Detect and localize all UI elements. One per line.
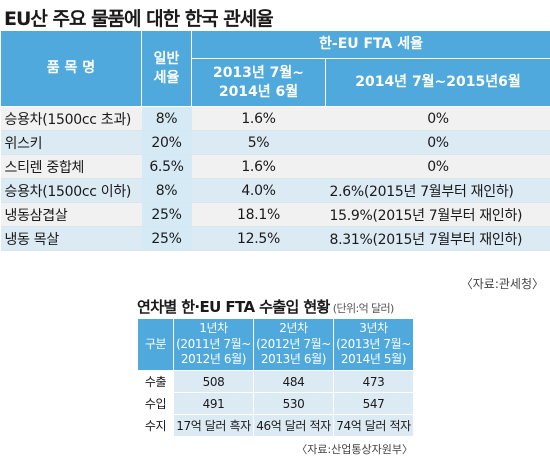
item-name: 위스키 [0,130,142,155]
general-rate: 6.5% [141,154,192,179]
fta-rate-period-1: 1.6% [191,154,326,179]
table1-source: 〈자료:관세청〉 [460,277,544,291]
fta-rate-period-1: 5% [191,130,326,155]
year-1-value: 508 [173,370,254,393]
table1-title: EU산 주요 물품에 대한 한국 관세율 [4,8,274,30]
table2-source: 〈자료:산업통상자원부〉 [296,443,413,456]
fta-rate-period-1: 4.0% [191,178,326,203]
table-row: 승용차(1500cc 초과) 8% 1.6% 0% [0,106,550,131]
table-row: 스티렌 중합체 6.5% 1.6% 0% [0,154,550,179]
general-rate: 25% [141,226,192,251]
item-name: 승용차(1500cc 이하) [0,178,142,203]
year-1-value: 17억 달러 흑자 [173,414,254,437]
table-row: 수지 17억 달러 흑자 46억 달러 적자 74억 달러 적자 [137,414,414,437]
table2-title: 연차별 한·EU FTA 수출입 현황 (단위:억 달러) [137,296,394,317]
table-row: 위스키 20% 5% 0% [0,130,550,155]
fta-rate-period-2: 0% [325,154,550,179]
year-2-value: 46억 달러 적자 [253,414,334,437]
table-row: 승용차(1500cc 이하) 8% 4.0% 2.6%(2015년 7월부터 재… [0,178,550,203]
header-year-2: 2년차 (2012년 7월~ 2013년 6월) [253,318,334,371]
table-row: 냉동삼겹살 25% 18.1% 15.9%(2015년 7월부터 재인하) [0,202,550,227]
trade-table: 구분 1년차 (2011년 7월~ 2012년 6월) 2년차 (2012년 7… [137,318,414,437]
item-name: 스티렌 중합체 [0,154,142,179]
fta-rate-period-1: 18.1% [191,202,326,227]
row-label: 수지 [137,414,174,437]
fta-rate-period-2: 2.6%(2015년 7월부터 재인하) [325,178,550,203]
year-1-value: 491 [173,392,254,415]
item-name: 냉동 목살 [0,226,142,251]
fta-rate-period-1: 12.5% [191,226,326,251]
header-year-3: 3년차 (2013년 7월~ 2014년 5월) [333,318,414,371]
table2-unit: (단위:억 달러) [332,302,395,315]
item-name: 승용차(1500cc 초과) [0,106,142,131]
header-period-2: 2014년 7월~2015년6월 [325,58,550,107]
table-row: 수입 491 530 547 [137,392,414,415]
year-3-value: 74억 달러 적자 [333,414,414,437]
fta-rate-period-2: 8.31%(2015년 7월부터 재인하) [325,226,550,251]
header-period-1: 2013년 7월~ 2014년 6월 [191,58,326,107]
header-year-1: 1년차 (2011년 7월~ 2012년 6월) [173,318,254,371]
general-rate: 20% [141,130,192,155]
header-general-rate: 일반 세율 [141,30,192,107]
table-row: 냉동 목살 25% 12.5% 8.31%(2015년 7월부터 재인하) [0,226,550,251]
row-label: 수출 [137,370,174,393]
header-category: 구분 [137,318,174,371]
general-rate: 25% [141,202,192,227]
header-item-name: 품 목 명 [0,30,142,107]
fta-rate-period-2: 0% [325,130,550,155]
year-3-value: 473 [333,370,414,393]
tariff-table: 품 목 명 일반 세율 한-EU FTA 세율 2013년 7월~ 2014년 … [0,30,550,251]
fta-rate-period-2: 15.9%(2015년 7월부터 재인하) [325,202,550,227]
year-2-value: 530 [253,392,334,415]
fta-rate-period-1: 1.6% [191,106,326,131]
header-fta-rate: 한-EU FTA 세율 [191,30,550,59]
year-2-value: 484 [253,370,334,393]
year-3-value: 547 [333,392,414,415]
table2-title-text: 연차별 한·EU FTA 수출입 현황 [137,298,330,316]
fta-rate-period-2: 0% [325,106,550,131]
general-rate: 8% [141,178,192,203]
row-label: 수입 [137,392,174,415]
item-name: 냉동삼겹살 [0,202,142,227]
table-row: 수출 508 484 473 [137,370,414,393]
general-rate: 8% [141,106,192,131]
